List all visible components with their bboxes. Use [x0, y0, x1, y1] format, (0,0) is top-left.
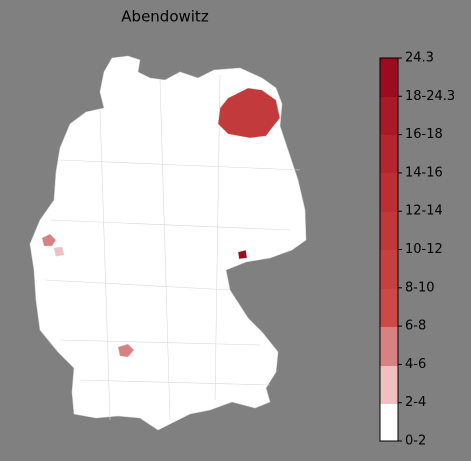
colorbar-label: 16-18: [405, 127, 443, 142]
colorbar-segment: [380, 289, 398, 327]
map-title: Abendowitz: [121, 8, 209, 26]
region-red: [217, 87, 281, 139]
germany-map: [29, 55, 307, 431]
colorbar-label: 6-8: [405, 319, 426, 334]
colorbar-label: 14-16: [405, 165, 443, 180]
colorbar-segment: [380, 97, 398, 135]
colorbar-label: 2-4: [405, 395, 426, 410]
colorbar-label: 24.3: [405, 51, 434, 66]
colorbar-segment: [380, 212, 398, 250]
colorbar-segment: [380, 404, 398, 441]
colorbar-label: 4-6: [405, 357, 426, 372]
region-red-dark: [237, 249, 248, 260]
colorbar-label: 18-24.3: [405, 89, 455, 104]
colorbar-label: 0-2: [405, 434, 426, 449]
colorbar-segment: [380, 58, 398, 97]
region-pink: [41, 233, 57, 247]
colorbar-label: 8-10: [405, 280, 435, 295]
colorbar-label: 10-12: [405, 242, 443, 257]
colorbar-segment: [380, 173, 398, 212]
country-shape: [29, 55, 307, 431]
colorbar-segment: [380, 250, 398, 289]
district-lines: [44, 74, 301, 421]
colorbar: [379, 57, 399, 442]
colorbar-segment: [380, 135, 398, 173]
colorbar-label: 12-14: [405, 204, 443, 219]
region-light-pink: [53, 246, 65, 257]
colorbar-segment: [380, 366, 398, 404]
region-pink-south: [117, 343, 135, 358]
colorbar-segment: [380, 327, 398, 366]
